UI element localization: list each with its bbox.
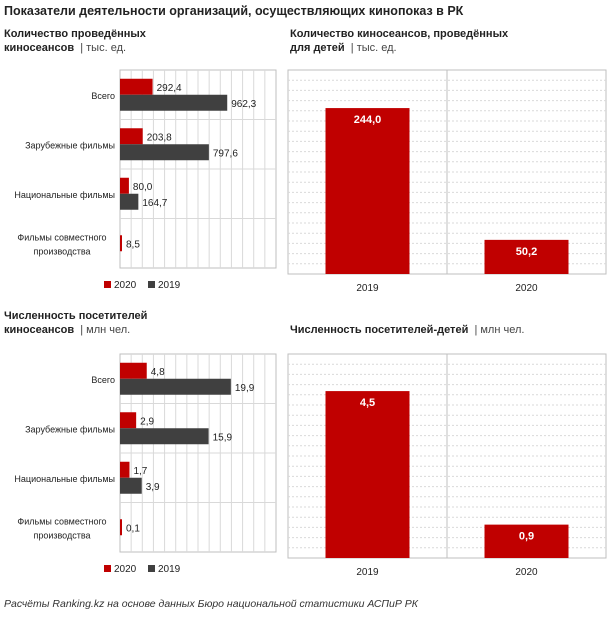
visitors-title-line2: киносеансов — [4, 324, 75, 336]
page-title: Показатели деятельности организаций, осу… — [4, 4, 464, 18]
sessions-bar-2019 — [120, 94, 228, 111]
visitors-title-line1: Численность посетителей — [4, 310, 148, 322]
visitors-bar-2020 — [120, 461, 130, 478]
sessions-category-label: Зарубежные фильмы — [25, 140, 115, 150]
kids-sessions-panel-title: Количество киносеансов, проведённых для … — [290, 27, 508, 55]
visitors-category-label: Зарубежные фильмы — [25, 424, 115, 434]
visitors-data-label: 1,7 — [133, 466, 147, 477]
sessions-title-line1: Количество проведённых — [4, 28, 146, 40]
kids-sessions-tick-label: 2019 — [356, 283, 379, 294]
kids-visitors-data-label: 0,9 — [519, 531, 534, 543]
visitors-data-label: 4,8 — [151, 367, 165, 378]
sessions-bar-2019 — [120, 193, 139, 210]
visitors-unit: | млн чел. — [80, 324, 131, 336]
visitors-category-label: Всего — [91, 375, 115, 385]
visitors-bar-2020 — [120, 362, 147, 379]
sessions-category-label: производства — [33, 246, 90, 256]
visitors-bar-2020 — [120, 519, 122, 536]
sessions-category-label: Национальные фильмы — [14, 190, 115, 200]
kids-visitors-unit: | млн чел. — [474, 324, 525, 336]
visitors-legend-swatch-2019 — [148, 565, 155, 572]
kids-visitors-bar-chart: 4,5 2019 0,9 2020 — [287, 353, 607, 578]
sessions-legend-label: 2019 — [158, 280, 181, 291]
kids-sessions-tick-label: 2020 — [515, 283, 538, 294]
visitors-category-label: Национальные фильмы — [14, 474, 115, 484]
kids-visitors-tick-label: 2019 — [356, 567, 379, 578]
visitors-category-label: производства — [33, 530, 90, 540]
visitors-bar-chart: Всего 4,8 19,9 Зарубежные фильмы 2,9 15,9 Наци… — [14, 353, 277, 575]
sessions-bar-2019 — [120, 144, 209, 161]
kids-visitors-bar-2020 — [484, 524, 569, 558]
kids-sessions-data-label: 244,0 — [354, 114, 382, 126]
sessions-data-label: 292,4 — [157, 83, 182, 94]
visitors-data-label: 15,9 — [213, 432, 233, 443]
visitors-data-label: 19,9 — [235, 383, 255, 394]
kids-sessions-data-label: 50,2 — [516, 246, 537, 258]
sessions-bar-2020 — [120, 177, 129, 194]
visitors-bar-2020 — [120, 412, 137, 429]
sessions-unit: | тыс. ед. — [80, 42, 127, 54]
visitors-bar-2019 — [120, 428, 209, 445]
visitors-legend-swatch-2020 — [104, 565, 111, 572]
visitors-legend-label: 2020 — [114, 564, 137, 575]
kids-sessions-bar-2020 — [484, 239, 569, 274]
visitors-panel-title: Численность посетителей киносеансов | мл… — [4, 309, 147, 337]
visitors-bar-2019 — [120, 378, 231, 395]
kids-visitors-panel-title: Численность посетителей-детей | млн чел. — [290, 323, 524, 337]
sessions-data-label: 80,0 — [133, 182, 153, 193]
sessions-panel-title: Количество проведённых киносеансов | тыс… — [4, 27, 146, 55]
sessions-bar-2020 — [120, 78, 153, 95]
sessions-bar-2020 — [120, 128, 143, 145]
sessions-data-label: 797,6 — [213, 148, 238, 159]
sessions-title-line2: киносеансов — [4, 42, 75, 54]
sessions-legend-swatch-2019 — [148, 281, 155, 288]
sessions-legend-swatch-2020 — [104, 281, 111, 288]
kids-sessions-title-line1: Количество киносеансов, проведённых — [290, 28, 509, 40]
sessions-data-label: 203,8 — [147, 132, 172, 143]
kids-sessions-title-line2: для детей — [290, 42, 345, 54]
visitors-data-label: 0,1 — [126, 523, 140, 534]
kids-sessions-bar-chart: 244,0 2019 50,2 2020 — [287, 69, 607, 294]
sessions-bar-2020 — [120, 235, 122, 252]
sessions-data-label: 962,3 — [231, 99, 256, 110]
kids-visitors-tick-label: 2020 — [515, 567, 538, 578]
sessions-bar-chart: Всего 292,4 962,3 Зарубежные фильмы 203,8 797… — [14, 69, 277, 291]
visitors-legend-label: 2019 — [158, 564, 181, 575]
sessions-data-label: 164,7 — [142, 198, 167, 209]
visitors-category-label: Фильмы совместного — [17, 516, 106, 526]
kids-sessions-bar-2019 — [325, 108, 410, 274]
kids-sessions-unit: | тыс. ед. — [350, 42, 397, 54]
source-note: Расчёты Ranking.kz на основе данных Бюро… — [4, 598, 418, 610]
sessions-data-label: 8,5 — [126, 239, 140, 250]
kids-visitors-title-line1: Численность посетителей-детей — [290, 324, 469, 336]
kids-visitors-bar-2019 — [325, 391, 410, 558]
sessions-category-label: Всего — [91, 91, 115, 101]
sessions-category-label: Фильмы совместного — [17, 232, 106, 242]
visitors-bar-2019 — [120, 477, 142, 494]
kids-visitors-data-label: 4,5 — [360, 397, 375, 409]
sessions-legend-label: 2020 — [114, 280, 137, 291]
visitors-data-label: 3,9 — [146, 482, 160, 493]
visitors-data-label: 2,9 — [140, 416, 154, 427]
